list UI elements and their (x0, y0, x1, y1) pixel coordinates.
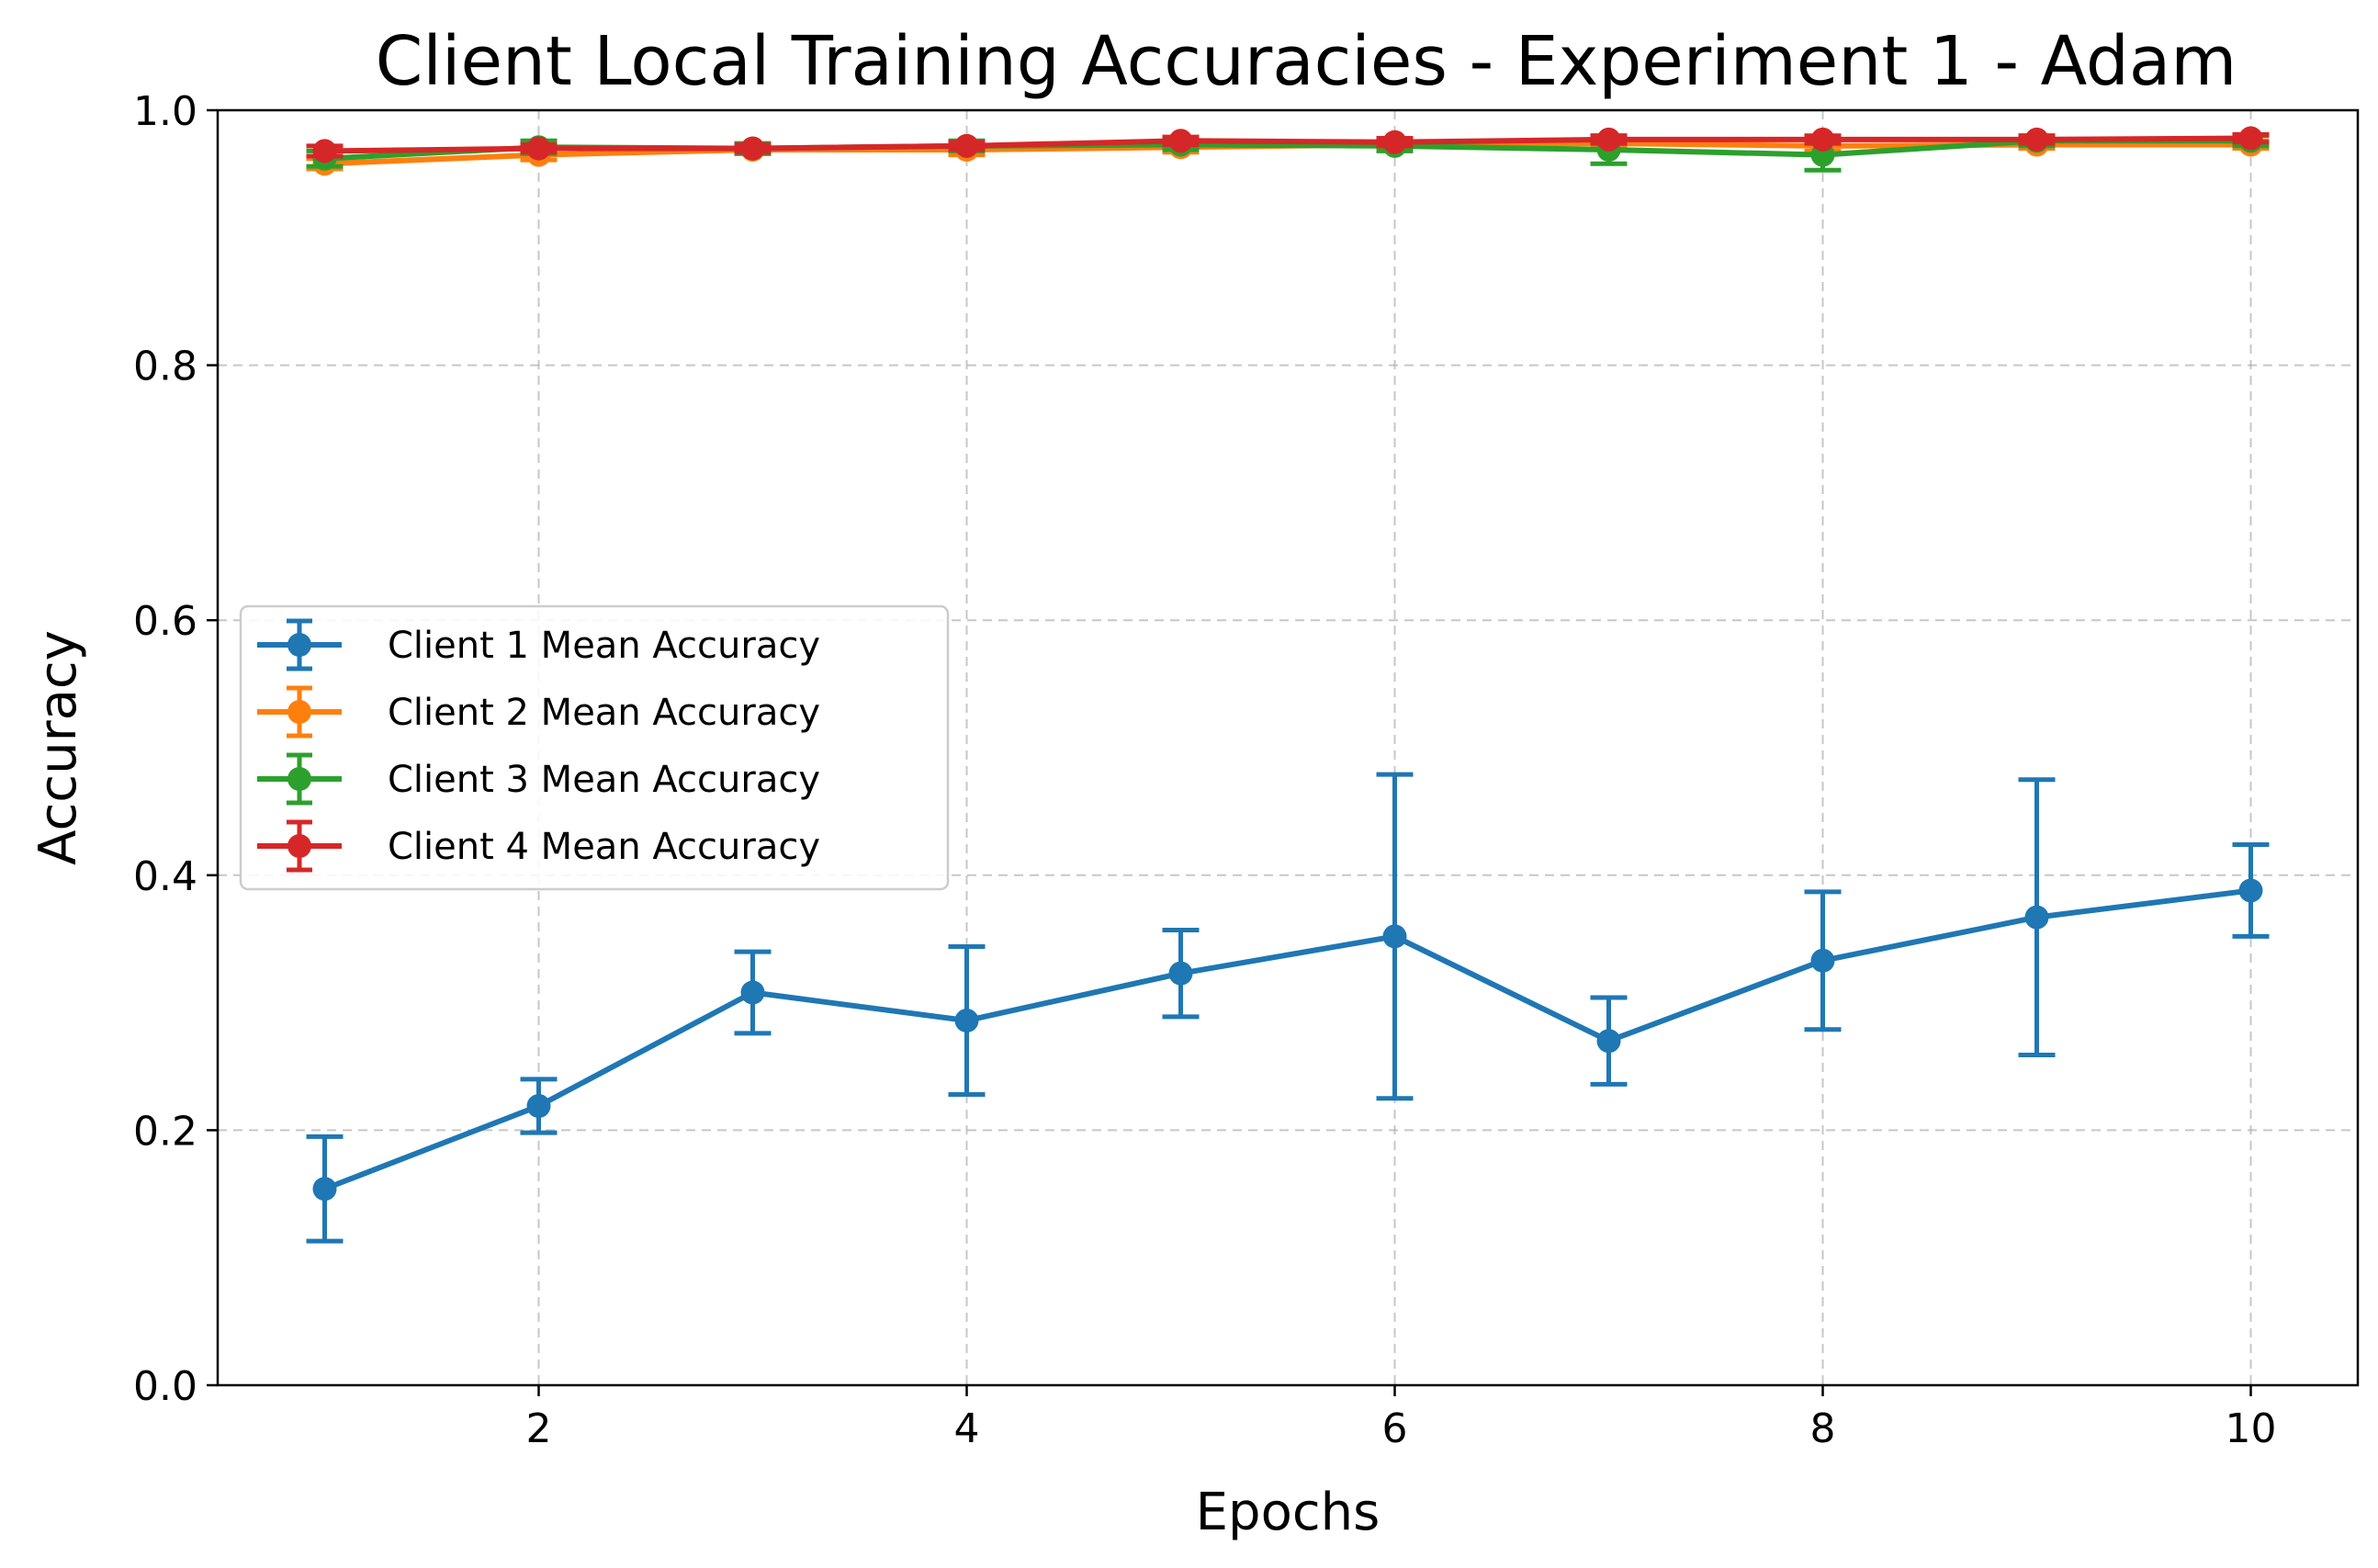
data-point (954, 133, 979, 158)
data-point (1382, 924, 1407, 949)
plot-frame (216, 108, 2360, 1387)
axis-ticks: 2 4 6 8 10 0.0 0.2 0.4 0.6 0.8 1.0 (133, 88, 2276, 1452)
legend-item: Client 4 Mean Accuracy (257, 819, 820, 873)
legend-item: Client 1 Mean Accuracy (257, 618, 820, 671)
series-line (323, 887, 2251, 1192)
y-tick-label: 1.0 (133, 88, 197, 135)
x-tick-label: 8 (1810, 1405, 1836, 1452)
x-tick-label: 6 (1382, 1405, 1408, 1452)
x-tick-label: 2 (526, 1405, 552, 1452)
data-point (312, 1177, 337, 1201)
series-1 (306, 772, 2270, 1244)
legend-swatch-marker (287, 700, 311, 724)
data-point (2024, 127, 2049, 152)
data-point (1596, 1029, 1621, 1054)
x-tick-label: 10 (2226, 1405, 2277, 1452)
x-tick-label: 4 (954, 1405, 980, 1452)
data-point (954, 1009, 979, 1033)
y-tick-label: 0.2 (133, 1108, 197, 1155)
legend-label: Client 4 Mean Accuracy (388, 826, 820, 868)
series-layer (306, 126, 2270, 1244)
legend-label: Client 3 Mean Accuracy (388, 759, 820, 801)
data-point (1382, 130, 1407, 154)
data-point (1596, 127, 1621, 152)
data-point (2024, 905, 2049, 930)
y-axis-label: Accuracy (28, 630, 88, 865)
y-tick-label: 0.6 (133, 598, 197, 645)
data-point (2238, 878, 2263, 903)
legend-swatch-marker (287, 834, 311, 858)
legend-item: Client 3 Mean Accuracy (257, 752, 820, 806)
data-point (1168, 961, 1193, 986)
legend-box (239, 604, 950, 891)
legend-swatch-marker (287, 767, 311, 791)
legend-swatch-marker (287, 633, 311, 657)
legend-item: Client 2 Mean Accuracy (257, 685, 820, 739)
legend-label: Client 1 Mean Accuracy (388, 625, 820, 667)
legend-label: Client 2 Mean Accuracy (388, 692, 820, 734)
y-tick-label: 0.0 (133, 1363, 197, 1410)
data-point (2238, 126, 2263, 151)
data-point (1810, 948, 1835, 973)
data-point (1810, 127, 1835, 152)
series-line (324, 135, 2251, 154)
data-point (740, 136, 765, 161)
x-axis-label: Epochs (1196, 1483, 1381, 1542)
y-tick-label: 0.4 (133, 853, 197, 900)
data-point (1168, 129, 1193, 153)
y-tick-label: 0.8 (133, 344, 197, 390)
data-point (312, 139, 337, 164)
data-point (526, 1094, 551, 1119)
data-point (740, 980, 765, 1005)
data-point (526, 136, 551, 161)
legend: Client 1 Mean Accuracy Client 2 Mean Accu… (239, 604, 950, 891)
chart-title: Client Local Training Accuracies - Exper… (376, 22, 2237, 101)
series-4 (306, 126, 2270, 164)
